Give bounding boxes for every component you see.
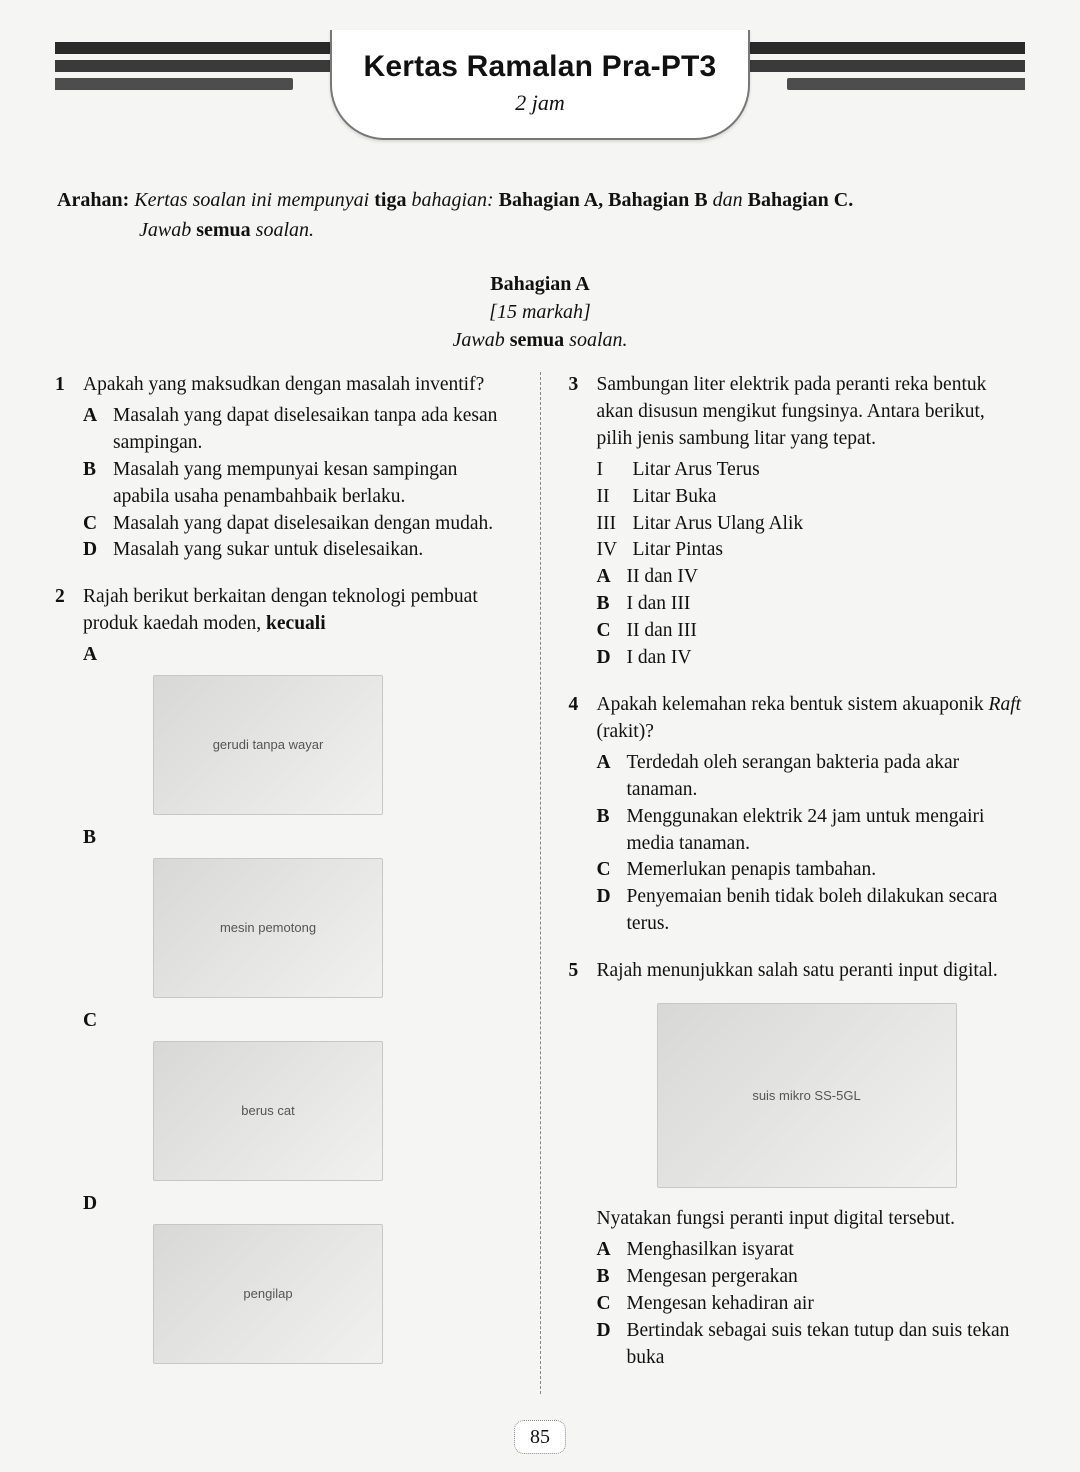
question-image: suis mikro SS-5GL	[657, 1003, 957, 1188]
question-text: Apakah kelemahan reka bentuk sistem akua…	[597, 692, 1026, 746]
question-text-bold: kecuali	[266, 613, 326, 634]
option-letter: A	[83, 403, 113, 457]
option-letter: D	[597, 1318, 627, 1372]
roman-text: Litar Arus Ulang Alik	[633, 511, 804, 538]
section-instr: soalan.	[564, 329, 627, 351]
instructions-text: Jawab	[139, 219, 196, 241]
instructions-text: Kertas soalan ini mempunyai	[134, 189, 374, 211]
roman-text: Litar Arus Terus	[633, 457, 760, 484]
option-letter: B	[83, 457, 113, 511]
option-text: Masalah yang sukar untuk diselesaikan.	[113, 537, 423, 564]
question-followup: Nyatakan fungsi peranti input digital te…	[597, 1206, 1026, 1233]
section-instr-bold: semua	[510, 329, 564, 351]
option-letter: C	[597, 857, 627, 884]
image-option-label: D	[83, 1191, 512, 1218]
option-text: Masalah yang dapat diselesaikan tanpa ad…	[113, 403, 512, 457]
option-text: Masalah yang dapat diselesaikan dengan m…	[113, 511, 493, 538]
roman-numeral: III	[597, 511, 633, 538]
option-image-a: gerudi tanpa wayar	[153, 675, 383, 815]
option-text: Penyemaian benih tidak boleh dilakukan s…	[627, 884, 1026, 938]
question-number: 4	[569, 692, 597, 938]
instructions-text: soalan.	[251, 219, 314, 241]
question-5: 5 Rajah menunjukkan salah satu peranti i…	[569, 958, 1026, 1371]
column-left: 1 Apakah yang maksudkan dengan masalah i…	[55, 372, 512, 1394]
question-4: 4 Apakah kelemahan reka bentuk sistem ak…	[569, 692, 1026, 938]
option-letter: B	[597, 804, 627, 858]
wing-stripe	[55, 60, 339, 72]
question-text: Sambungan liter elektrik pada peranti re…	[597, 372, 1026, 453]
image-option-label: C	[83, 1008, 512, 1035]
instructions: Arahan: Kertas soalan ini mempunyai tiga…	[55, 185, 1025, 245]
paper-title: Kertas Ramalan Pra-PT3	[332, 50, 748, 84]
option-letter: C	[597, 1291, 627, 1318]
roman-numeral: I	[597, 457, 633, 484]
column-right: 3 Sambungan liter elektrik pada peranti …	[569, 372, 1026, 1394]
instructions-text: bahagian:	[406, 189, 498, 211]
question-columns: 1 Apakah yang maksudkan dengan masalah i…	[55, 372, 1025, 1394]
question-text-part: Apakah kelemahan reka bentuk sistem akua…	[597, 694, 989, 715]
instructions-bold: Bahagian C.	[748, 189, 854, 211]
option-letter: D	[597, 884, 627, 938]
option-letter: A	[597, 1237, 627, 1264]
option-text: I dan III	[627, 591, 691, 618]
option-letter: A	[597, 750, 627, 804]
option-text: Masalah yang mempunyai kesan sampingan a…	[113, 457, 512, 511]
option-text: Terdedah oleh serangan bakteria pada aka…	[627, 750, 1026, 804]
option-image-d: pengilap	[153, 1224, 383, 1364]
question-3: 3 Sambungan liter elektrik pada peranti …	[569, 372, 1026, 672]
option-letter: B	[597, 591, 627, 618]
question-number: 2	[55, 584, 83, 1373]
wing-stripe	[741, 60, 1025, 72]
option-text: Mengesan kehadiran air	[627, 1291, 814, 1318]
title-plaque: Kertas Ramalan Pra-PT3 2 jam	[330, 30, 750, 140]
instructions-bold: Bahagian A, Bahagian B	[499, 189, 708, 211]
image-option-label: B	[83, 825, 512, 852]
roman-text: Litar Buka	[633, 484, 717, 511]
question-text-italic: Raft	[989, 694, 1022, 715]
instructions-text: dan	[708, 189, 748, 211]
page-number: 85	[514, 1420, 566, 1454]
question-text: Apakah yang maksudkan dengan masalah inv…	[83, 372, 512, 399]
wing-stripe	[55, 78, 293, 90]
option-letter: D	[597, 645, 627, 672]
option-text: II dan IV	[627, 564, 698, 591]
roman-numeral: IV	[597, 537, 633, 564]
question-1: 1 Apakah yang maksudkan dengan masalah i…	[55, 372, 512, 564]
option-text: I dan IV	[627, 645, 692, 672]
question-text-part: (rakit)?	[597, 721, 654, 742]
column-divider	[540, 372, 541, 1394]
section-marks: [15 markah]	[489, 301, 591, 323]
section-instr: Jawab	[452, 329, 509, 351]
question-2: 2 Rajah berikut berkaitan dengan teknolo…	[55, 584, 512, 1373]
option-letter: B	[597, 1264, 627, 1291]
question-number: 5	[569, 958, 597, 1371]
image-option-label: A	[83, 642, 512, 669]
question-text: Rajah menunjukkan salah satu peranti inp…	[597, 958, 1026, 985]
option-letter: C	[597, 618, 627, 645]
question-number: 3	[569, 372, 597, 672]
option-text: Mengesan pergerakan	[627, 1264, 798, 1291]
option-image-b: mesin pemotong	[153, 858, 383, 998]
roman-text: Litar Pintas	[633, 537, 723, 564]
instructions-label: Arahan:	[57, 189, 129, 211]
section-header: Bahagian A [15 markah] Jawab semua soala…	[55, 270, 1025, 354]
option-text: Menghasilkan isyarat	[627, 1237, 794, 1264]
option-letter: D	[83, 537, 113, 564]
option-text: II dan III	[627, 618, 697, 645]
instructions-bold: tiga	[374, 189, 406, 211]
option-letter: C	[83, 511, 113, 538]
option-text: Memerlukan penapis tambahan.	[627, 857, 877, 884]
question-number: 1	[55, 372, 83, 564]
option-text: Menggunakan elektrik 24 jam untuk mengai…	[627, 804, 1026, 858]
option-text: Bertindak sebagai suis tekan tutup dan s…	[627, 1318, 1026, 1372]
section-name: Bahagian A	[55, 270, 1025, 298]
roman-numeral: II	[597, 484, 633, 511]
header-banner: Kertas Ramalan Pra-PT3 2 jam	[55, 30, 1025, 150]
option-letter: A	[597, 564, 627, 591]
instructions-bold: semua	[196, 219, 250, 241]
wing-stripe	[787, 78, 1025, 90]
question-text: Rajah berikut berkaitan dengan teknologi…	[83, 584, 512, 638]
paper-duration: 2 jam	[332, 90, 748, 116]
option-image-c: berus cat	[153, 1041, 383, 1181]
